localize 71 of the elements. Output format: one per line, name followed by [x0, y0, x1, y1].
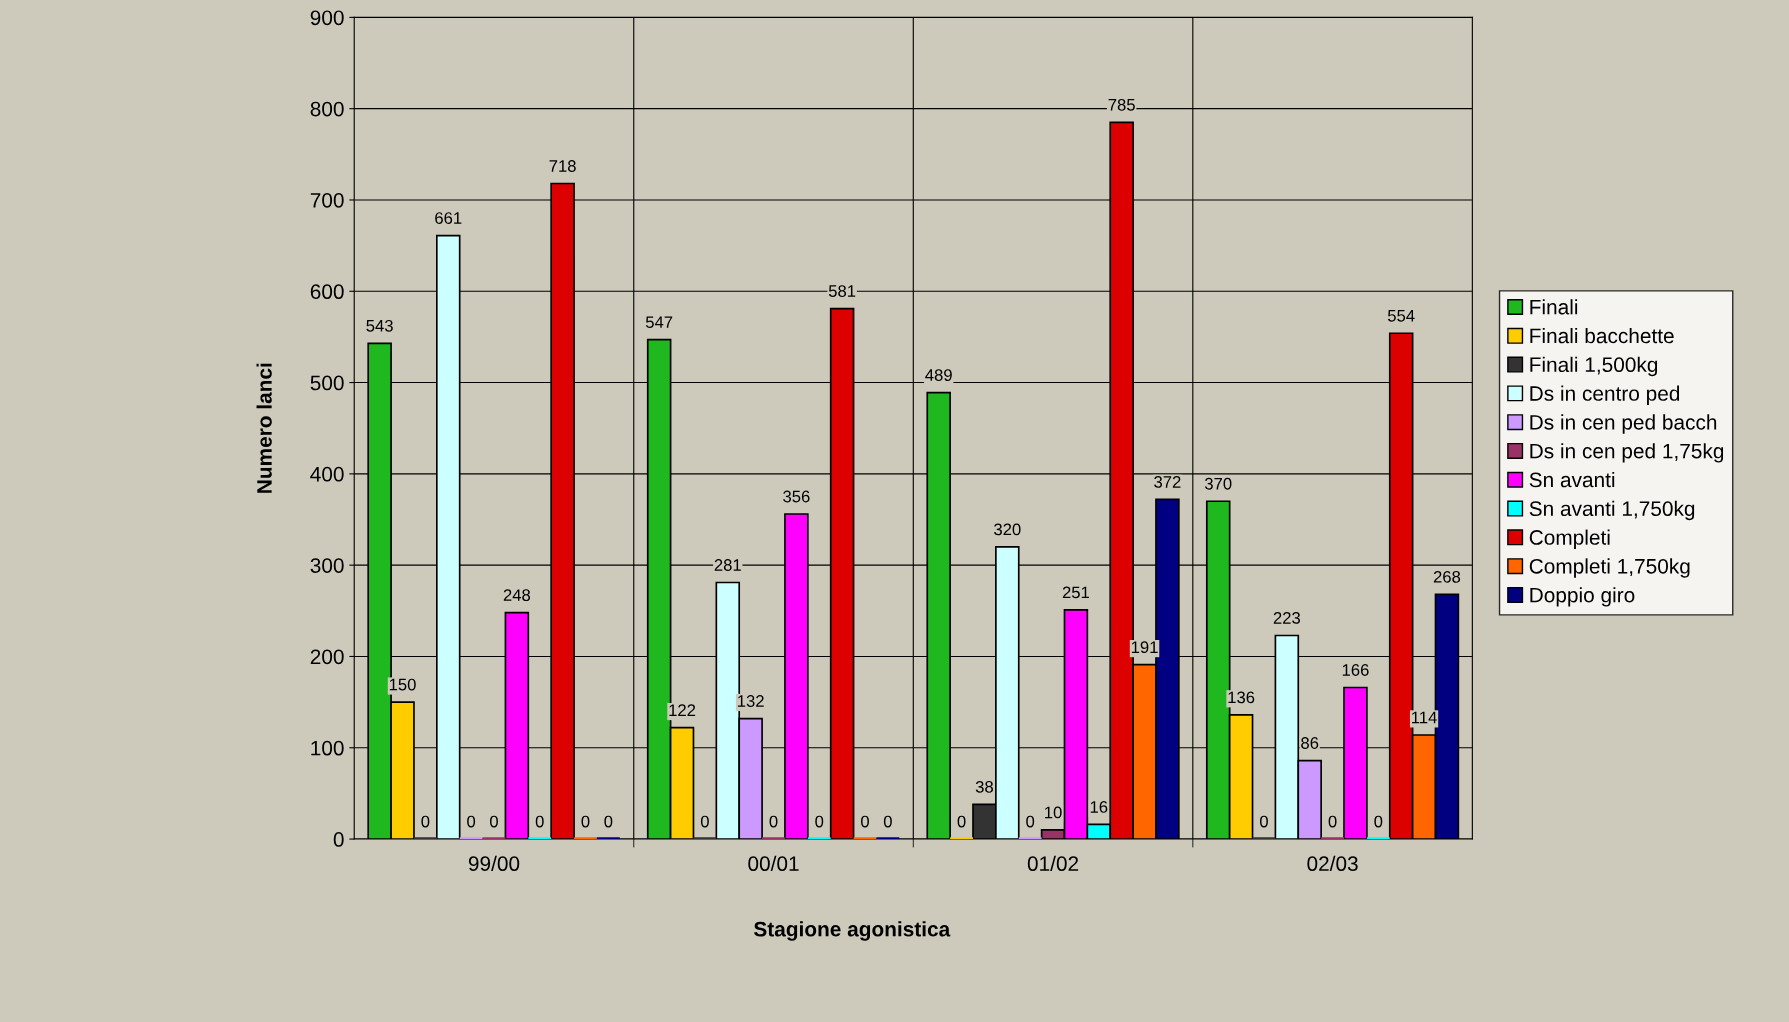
- data-label: 0: [490, 815, 498, 828]
- data-label: 0: [815, 815, 824, 828]
- data-label: 0: [1328, 815, 1337, 828]
- data-label: 0: [467, 815, 476, 828]
- data-label: 38: [975, 780, 993, 793]
- data-label: 150: [389, 678, 416, 691]
- data-label: 543: [366, 319, 393, 332]
- data-label: 114: [1412, 711, 1437, 724]
- legend-label: Ds in cen ped bacch: [1530, 414, 1717, 434]
- data-label: 547: [645, 316, 673, 329]
- data-label: 191: [1131, 641, 1158, 654]
- data-label: 136: [1228, 691, 1255, 704]
- y-tick-label: 500: [310, 375, 344, 391]
- data-label: 372: [1154, 476, 1181, 488]
- x-tick-label: 99/00: [468, 855, 520, 872]
- data-label: 661: [435, 212, 462, 224]
- data-label: 320: [994, 523, 1021, 536]
- data-label: 0: [581, 815, 590, 828]
- legend-label: Ds in centro ped: [1530, 385, 1680, 405]
- legend-label: Sn avanti: [1529, 471, 1615, 488]
- data-label: 281: [714, 559, 741, 571]
- data-label: 0: [1374, 815, 1383, 828]
- data-label: 489: [925, 369, 952, 381]
- y-axis-title: Numero lanci: [256, 363, 272, 493]
- data-label: 86: [1301, 737, 1319, 749]
- data-label: 0: [1026, 815, 1035, 828]
- data-label: 581: [828, 285, 856, 297]
- data-label: 122: [669, 704, 696, 716]
- data-label: 0: [957, 815, 966, 828]
- data-label: 0: [700, 815, 709, 828]
- y-tick-label: 900: [310, 10, 344, 26]
- legend-label: Completi 1,750kg: [1529, 558, 1690, 578]
- data-label: 248: [503, 589, 531, 602]
- data-label: 0: [535, 815, 544, 828]
- y-tick-label: 400: [310, 466, 344, 482]
- x-tick-label: 00/01: [748, 855, 799, 872]
- data-label: 10: [1045, 806, 1062, 819]
- data-label: 132: [738, 695, 764, 707]
- data-label: 554: [1387, 310, 1415, 322]
- y-tick-label: 200: [310, 649, 344, 665]
- data-label: 0: [769, 815, 778, 828]
- y-tick-label: 600: [310, 284, 344, 300]
- data-label: 251: [1062, 586, 1090, 599]
- data-label: 356: [783, 490, 810, 503]
- data-label: 370: [1204, 477, 1232, 490]
- data-label: 718: [549, 160, 576, 172]
- x-axis-title: Stagione agonistica: [754, 921, 951, 941]
- y-tick-label: 700: [310, 192, 344, 208]
- data-label: 166: [1342, 664, 1369, 676]
- legend-label: Sn avanti 1,750kg: [1529, 500, 1695, 521]
- data-label: 16: [1090, 801, 1108, 813]
- data-label: 223: [1273, 612, 1301, 624]
- y-tick-label: 0: [333, 832, 344, 847]
- data-label: 785: [1108, 98, 1135, 111]
- legend-label: Finali: [1530, 299, 1578, 315]
- data-label: 0: [1259, 815, 1268, 828]
- data-label: 0: [604, 815, 613, 828]
- legend-label: Doppio giro: [1530, 587, 1635, 607]
- x-tick-label: 02/03: [1307, 855, 1358, 872]
- y-tick-label: 100: [311, 740, 344, 756]
- data-label: 0: [883, 815, 892, 828]
- legend-label: Completi: [1529, 529, 1610, 549]
- legend-label: Ds in cen ped 1,75kg: [1530, 443, 1724, 463]
- legend-label: Finali 1,500kg: [1530, 356, 1658, 377]
- y-tick-label: 800: [310, 101, 344, 117]
- legend-label: Finali bacchette: [1530, 327, 1674, 344]
- data-label: 268: [1433, 570, 1461, 583]
- data-label: 0: [421, 815, 430, 828]
- x-tick-label: 01/02: [1027, 855, 1079, 872]
- data-label: 0: [861, 815, 869, 828]
- y-tick-label: 300: [310, 558, 344, 573]
